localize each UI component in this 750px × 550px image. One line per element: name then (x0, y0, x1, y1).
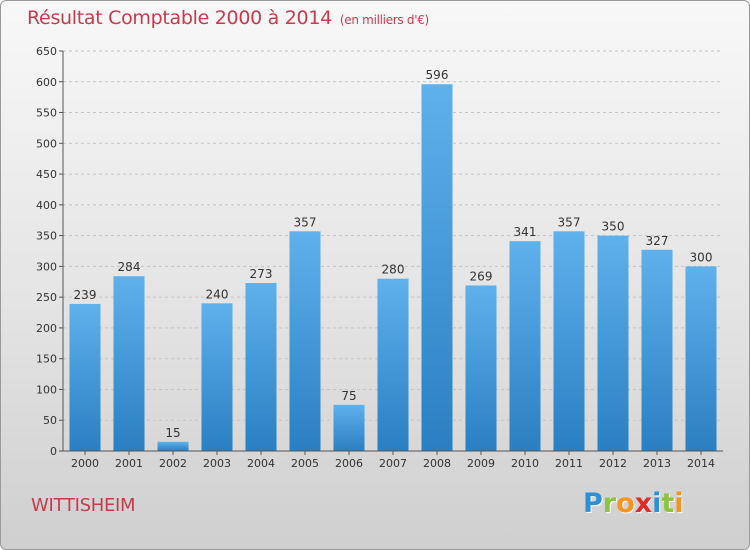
x-tick-label: 2004 (247, 457, 275, 470)
x-tick-label: 2012 (599, 457, 627, 470)
data-label: 240 (206, 287, 229, 301)
x-tick-label: 2013 (643, 457, 671, 470)
x-tick-label: 2005 (291, 457, 319, 470)
x-tick-label: 2014 (687, 457, 715, 470)
x-tick-label: 2011 (555, 457, 583, 470)
y-tick-label: 250 (36, 291, 57, 304)
bar (509, 241, 541, 451)
y-tick-label: 400 (36, 199, 57, 212)
bar (553, 231, 585, 451)
bar (289, 231, 321, 451)
axes: 0 50 100 150 200 250 300 350 400 450 500 550 600 650 2… (36, 45, 723, 470)
logo-letter: r (602, 488, 617, 519)
bar (113, 276, 145, 451)
bar (157, 441, 189, 451)
bar (245, 283, 277, 451)
logo-letter: x (634, 488, 653, 519)
data-label: 357 (294, 215, 317, 229)
data-label: 280 (382, 263, 405, 277)
y-tick-label: 50 (43, 414, 57, 427)
bar (421, 84, 453, 451)
bar (465, 285, 497, 451)
logo-letter: i (674, 488, 684, 519)
bar (641, 249, 673, 451)
chart-title-text: Résultat Comptable 2000 à 2014 (27, 7, 332, 29)
logo-letter: i (652, 488, 662, 519)
y-tick-label: 100 (36, 383, 57, 396)
data-label: 239 (74, 288, 97, 302)
data-label: 75 (341, 389, 356, 403)
y-tick-label: 300 (36, 260, 57, 273)
chart-title: Résultat Comptable 2000 à 2014 (en millie… (27, 7, 429, 29)
proxiti-logo: Proxiti (583, 488, 684, 519)
y-tick-label: 200 (36, 322, 57, 335)
y-tick-label: 350 (36, 230, 57, 243)
x-tick-label: 2002 (159, 457, 187, 470)
x-tick-label: 2010 (511, 457, 539, 470)
x-tick-label: 2001 (115, 457, 143, 470)
bars: 239 284 15 240 273 357 75 280 596 269 341 357 350 327… (69, 68, 717, 451)
x-tick-label: 2000 (71, 457, 99, 470)
data-label: 273 (250, 267, 273, 281)
bar (333, 404, 365, 451)
data-label: 269 (470, 269, 493, 283)
x-tick-label: 2008 (423, 457, 451, 470)
y-tick-label: 150 (36, 353, 57, 366)
data-label: 341 (514, 225, 537, 239)
chart-subtitle: (en milliers d'€) (339, 13, 429, 27)
commune-name: WITTISHEIM (31, 495, 136, 516)
data-label: 327 (646, 234, 669, 248)
y-tick-label: 600 (36, 76, 57, 89)
data-label: 284 (118, 260, 141, 274)
x-tick-label: 2006 (335, 457, 363, 470)
logo-letter: P (583, 488, 603, 519)
logo-letter: o (616, 488, 635, 519)
data-label: 350 (602, 220, 625, 234)
y-tick-label: 450 (36, 168, 57, 181)
bar (69, 303, 101, 451)
y-tick-label: 0 (50, 445, 57, 458)
bar (597, 235, 629, 451)
x-tick-label: 2009 (467, 457, 495, 470)
y-tick-label: 550 (36, 107, 57, 120)
data-label: 15 (165, 426, 180, 440)
bar (377, 278, 409, 451)
data-label: 300 (690, 250, 713, 264)
logo-letter: t (661, 488, 675, 519)
x-tick-label: 2003 (203, 457, 231, 470)
y-tick-label: 500 (36, 137, 57, 150)
x-tick-label: 2007 (379, 457, 407, 470)
data-label: 596 (426, 68, 449, 82)
bar (685, 266, 717, 451)
y-tick-label: 650 (36, 45, 57, 58)
bar (201, 303, 233, 451)
data-label: 357 (558, 215, 581, 229)
